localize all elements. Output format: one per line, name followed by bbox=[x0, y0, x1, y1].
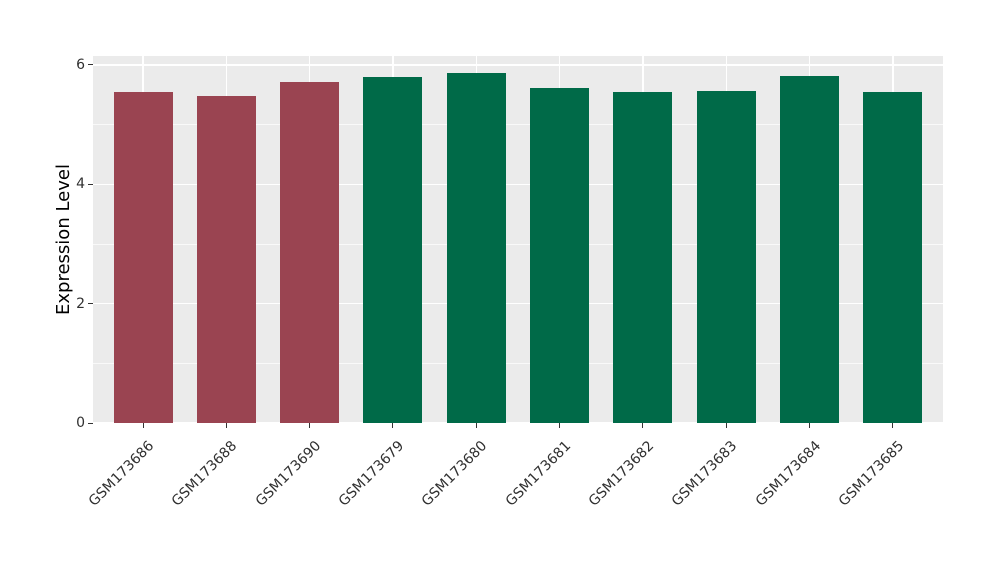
bar-GSM173683 bbox=[696, 90, 756, 423]
x-tick-mark bbox=[725, 423, 727, 428]
x-tick-mark bbox=[642, 423, 644, 428]
bar-GSM173685 bbox=[863, 91, 923, 423]
x-tick-mark bbox=[475, 423, 477, 428]
y-tick-mark bbox=[88, 183, 93, 185]
y-tick-label: 6 bbox=[76, 56, 85, 73]
bar-GSM173680 bbox=[446, 72, 506, 423]
y-tick-mark bbox=[88, 303, 93, 305]
y-tick-mark bbox=[88, 64, 93, 66]
x-tick-mark bbox=[309, 423, 311, 428]
y-axis-title-box: Expression Level bbox=[50, 56, 76, 423]
gridline-minor bbox=[93, 243, 943, 245]
x-tick-mark bbox=[809, 423, 811, 428]
x-tick-mark bbox=[142, 423, 144, 428]
bar-GSM173684 bbox=[780, 75, 840, 423]
y-tick-label: 2 bbox=[76, 295, 85, 312]
x-tick-mark bbox=[225, 423, 227, 428]
gridline-major bbox=[93, 422, 943, 423]
bar-GSM173682 bbox=[613, 92, 673, 423]
y-tick-label: 0 bbox=[76, 415, 85, 431]
y-tick-mark bbox=[88, 422, 93, 424]
bar-GSM173688 bbox=[196, 96, 256, 423]
bar-GSM173681 bbox=[530, 87, 590, 423]
bar-GSM173686 bbox=[113, 92, 173, 423]
gridline-major bbox=[93, 183, 943, 186]
gridline-major bbox=[93, 64, 943, 66]
bar-GSM173679 bbox=[363, 76, 423, 423]
x-tick-mark bbox=[892, 423, 894, 428]
y-tick-label: 4 bbox=[76, 176, 85, 193]
x-tick-mark bbox=[392, 423, 394, 428]
gridline-minor bbox=[93, 362, 943, 364]
bar-GSM173690 bbox=[280, 82, 340, 423]
plot-panel bbox=[93, 56, 943, 423]
gridline-major bbox=[93, 302, 943, 305]
gridline-minor bbox=[93, 124, 943, 126]
x-tick-mark bbox=[559, 423, 561, 428]
